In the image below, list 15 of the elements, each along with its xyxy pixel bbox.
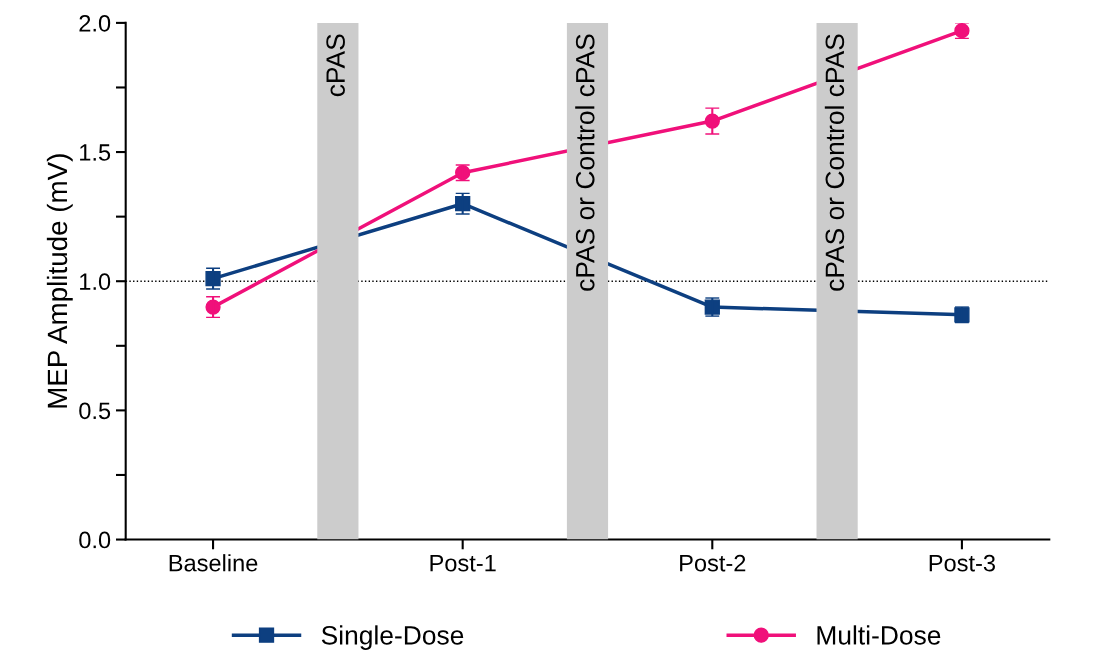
x-tick-label: Baseline	[169, 554, 258, 572]
x-tick-label: Post-2	[680, 554, 746, 572]
data-label: cPAS or Control cPAS	[575, 34, 595, 291]
y-tick-label: 2.0	[79, 14, 111, 32]
y-axis-title: MEP Amplitude (mV)	[46, 154, 73, 408]
x-tick-label: Post-3	[929, 554, 995, 572]
y-tick-label: 0.5	[79, 402, 111, 420]
legend-label: Multi-Dose	[817, 625, 941, 645]
y-tick-label: 0.0	[79, 531, 111, 549]
y-tick-label: 1.0	[80, 273, 111, 291]
x-tick-label: Post-1	[430, 555, 496, 572]
data-label: cPAS or Control cPAS	[824, 34, 845, 291]
data-label: cPAS	[326, 34, 345, 97]
legend-label: Single-Dose	[321, 625, 464, 650]
y-tick-label: 1.5	[80, 144, 111, 161]
